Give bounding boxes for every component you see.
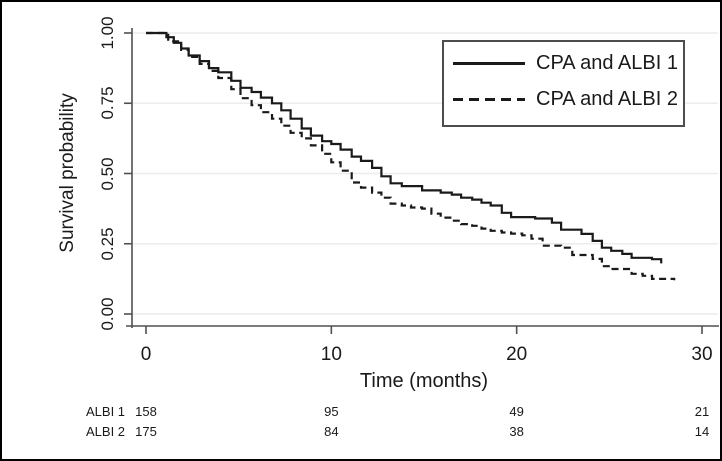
risk-count: 175: [135, 424, 157, 439]
risk-count: 14: [694, 424, 710, 439]
x-axis-title: Time (months): [359, 370, 489, 392]
risk-row-label-albi2: ALBI 2: [86, 424, 126, 439]
risk-count: 38: [509, 424, 524, 439]
risk-count: 84: [324, 424, 339, 439]
dashed-line-swatch: [453, 97, 525, 101]
y-tick-label: 0.00: [98, 297, 117, 331]
y-axis-title: Survival probability: [57, 93, 78, 253]
y-tick-label: 0.50: [98, 156, 117, 191]
x-tick-label: 10: [320, 344, 342, 365]
legend-label-albi2: CPA and ALBI 2: [536, 87, 678, 110]
survival-curve-1: [146, 31, 663, 264]
risk-count: 21: [694, 404, 710, 419]
risk-count: 95: [324, 404, 339, 419]
legend-entry-albi2: CPA and ALBI 2: [444, 87, 683, 110]
legend-box: CPA and ALBI 1 CPA and ALBI 2: [442, 40, 685, 127]
risk-count: 49: [509, 404, 524, 419]
risk-row-label-albi1: ALBI 1: [86, 404, 126, 419]
legend-entry-albi1: CPA and ALBI 1: [444, 51, 683, 74]
solid-line-swatch: [453, 61, 525, 65]
survival-curve-2: [146, 31, 676, 281]
y-tick-label: 0.25: [98, 227, 117, 261]
x-tick-label: 0: [140, 344, 152, 365]
y-tick-label: 0.75: [98, 86, 117, 120]
legend-label-albi1: CPA and ALBI 1: [536, 51, 678, 74]
y-tick-label: 1.00: [98, 16, 117, 50]
x-tick-label: 30: [691, 344, 713, 365]
x-tick-label: 20: [506, 344, 528, 365]
risk-count: 158: [135, 404, 157, 419]
